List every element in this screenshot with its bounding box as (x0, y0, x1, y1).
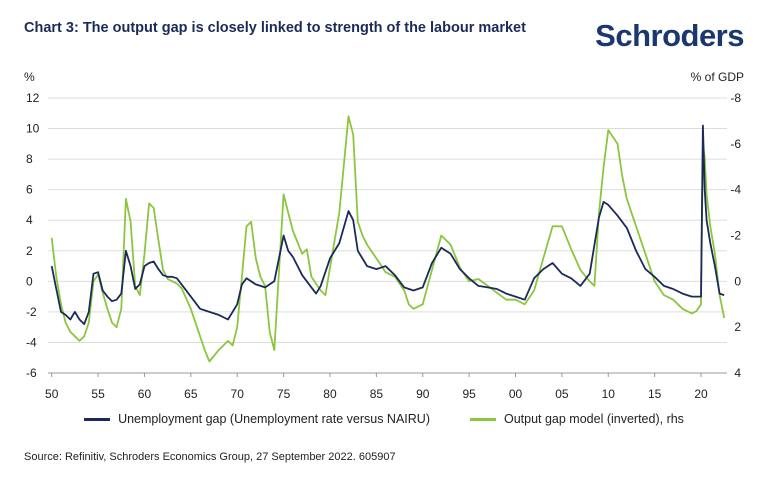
left-tick-label: -2 (26, 305, 37, 319)
unemployment-gap-line (50, 124, 725, 325)
left-tick-label: 4 (26, 213, 33, 227)
gridlines (48, 97, 727, 374)
x-tick-label: 75 (277, 387, 291, 400)
legend-swatch-output-gap (469, 417, 496, 421)
legend: Unemployment gap (Unemployment rate vers… (0, 412, 768, 426)
left-tick-label: 8 (26, 152, 33, 166)
left-tick-label: 0 (26, 274, 33, 288)
x-axis-ticks: 50 55 60 65 70 75 80 85 90 95 00 05 10 15 20 (45, 387, 708, 400)
right-axis-unit: % of GDP (690, 70, 744, 84)
output-gap-line (50, 115, 726, 363)
right-tick-label: 4 (734, 366, 741, 380)
right-axis-ticks: -8 -6 -4 -2 0 2 4 (730, 91, 741, 380)
series-lines (50, 115, 726, 363)
x-tick-label: 20 (694, 387, 708, 400)
left-tick-label: 2 (26, 244, 33, 258)
right-tick-label: -4 (730, 183, 741, 197)
legend-swatch-unemployment (84, 417, 111, 421)
x-tick-label: 60 (138, 387, 152, 400)
legend-item-unemployment: Unemployment gap (Unemployment rate vers… (84, 412, 430, 426)
x-tick-label: 80 (323, 387, 337, 400)
x-tick-label: 65 (184, 387, 198, 400)
right-tick-label: -2 (730, 229, 741, 243)
schroders-logo: Schroders (595, 18, 744, 53)
legend-label-unemployment: Unemployment gap (Unemployment rate vers… (118, 412, 430, 426)
source-note: Source: Refinitiv, Schroders Economics G… (24, 451, 396, 463)
x-tick-label: 05 (555, 387, 569, 400)
left-tick-label: 10 (26, 122, 40, 136)
left-axis-ticks: 12 10 8 6 4 2 0 -2 -4 -6 (26, 91, 40, 380)
x-tick-label: 10 (602, 387, 616, 400)
chart-title: Chart 3: The output gap is closely linke… (24, 20, 526, 36)
x-tick-label: 55 (91, 387, 105, 400)
x-tick-label: 85 (370, 387, 384, 400)
x-tick-label: 95 (462, 387, 476, 400)
axes (48, 372, 727, 377)
left-tick-label: 12 (26, 91, 40, 105)
x-tick-label: 00 (509, 387, 523, 400)
x-tick-label: 15 (648, 387, 662, 400)
left-tick-label: -6 (26, 366, 37, 380)
right-tick-label: 2 (734, 320, 741, 334)
x-tick-label: 90 (416, 387, 430, 400)
right-tick-label: 0 (734, 274, 741, 288)
x-tick-label: 50 (45, 387, 59, 400)
legend-item-output-gap: Output gap model (inverted), rhs (469, 412, 684, 426)
x-tick-label: 70 (231, 387, 245, 400)
legend-label-output-gap: Output gap model (inverted), rhs (503, 412, 684, 426)
right-tick-label: -8 (730, 91, 741, 105)
left-axis-unit: % (24, 70, 35, 84)
left-tick-label: -4 (26, 335, 37, 349)
right-tick-label: -6 (730, 137, 741, 151)
left-tick-label: 6 (26, 183, 33, 197)
